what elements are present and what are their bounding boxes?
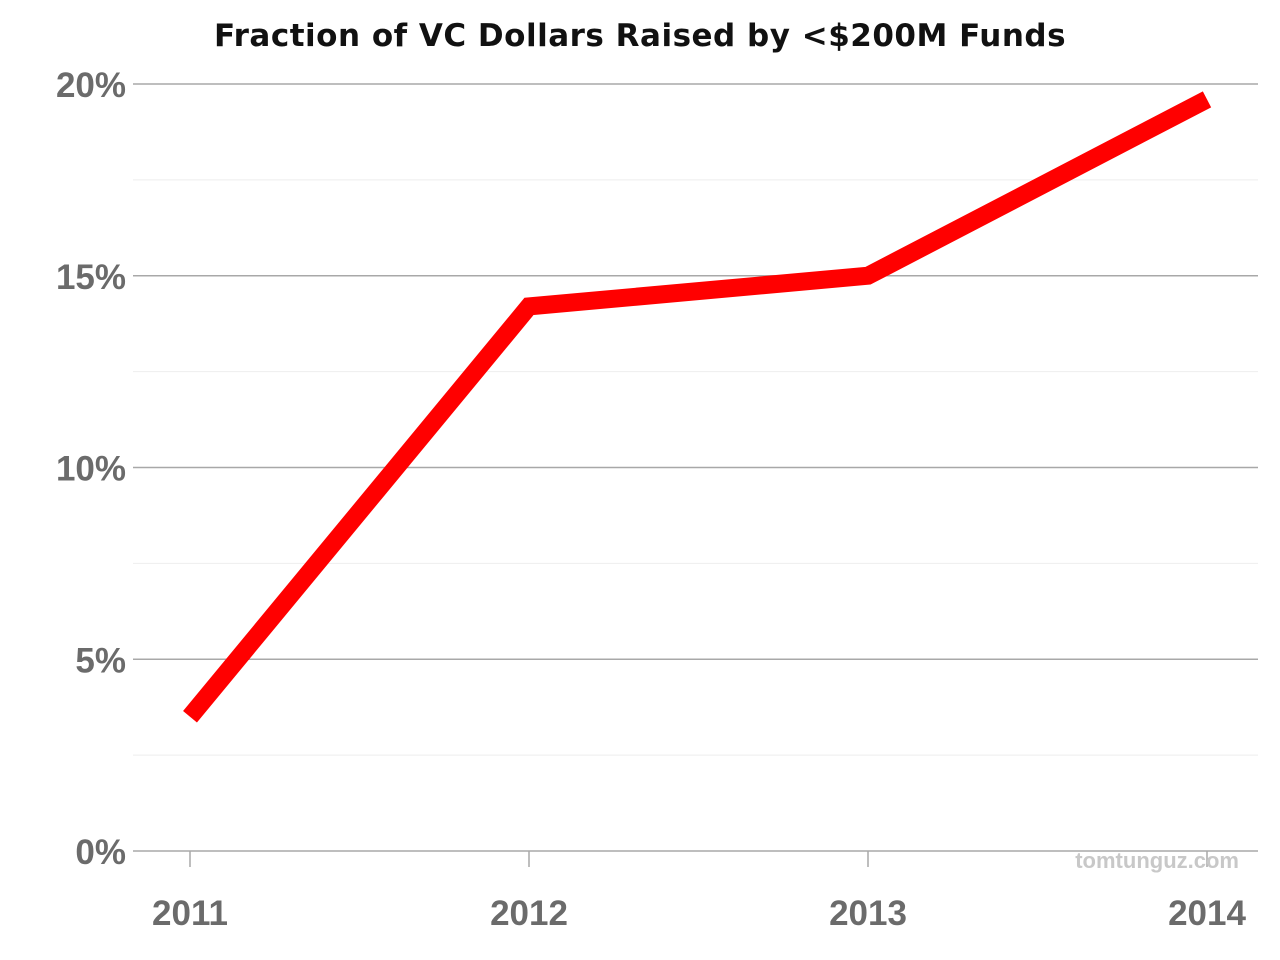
x-tick-label: 2012 bbox=[490, 894, 568, 933]
series-layer bbox=[183, 91, 1212, 723]
y-tick-label: 5% bbox=[75, 641, 126, 680]
y-tick-label: 20% bbox=[56, 66, 126, 105]
x-axis-ticks: 2011 2012 2013 2014 bbox=[152, 851, 1246, 933]
x-tick-label: 2011 bbox=[152, 894, 228, 933]
watermark-text: tomtunguz.com bbox=[1075, 848, 1239, 873]
chart-title: Fraction of VC Dollars Raised by <$200M … bbox=[213, 18, 1067, 54]
series-line bbox=[183, 91, 1212, 723]
y-tick-label: 15% bbox=[56, 258, 126, 297]
y-axis-ticks: 0% 5% 10% 15% 20% bbox=[56, 66, 126, 872]
y-tick-label: 0% bbox=[75, 833, 126, 872]
y-tick-label: 10% bbox=[56, 450, 126, 489]
x-tick-label: 2014 bbox=[1168, 894, 1246, 933]
grid-lines bbox=[133, 83, 1258, 852]
x-tick-label: 2013 bbox=[829, 894, 907, 933]
